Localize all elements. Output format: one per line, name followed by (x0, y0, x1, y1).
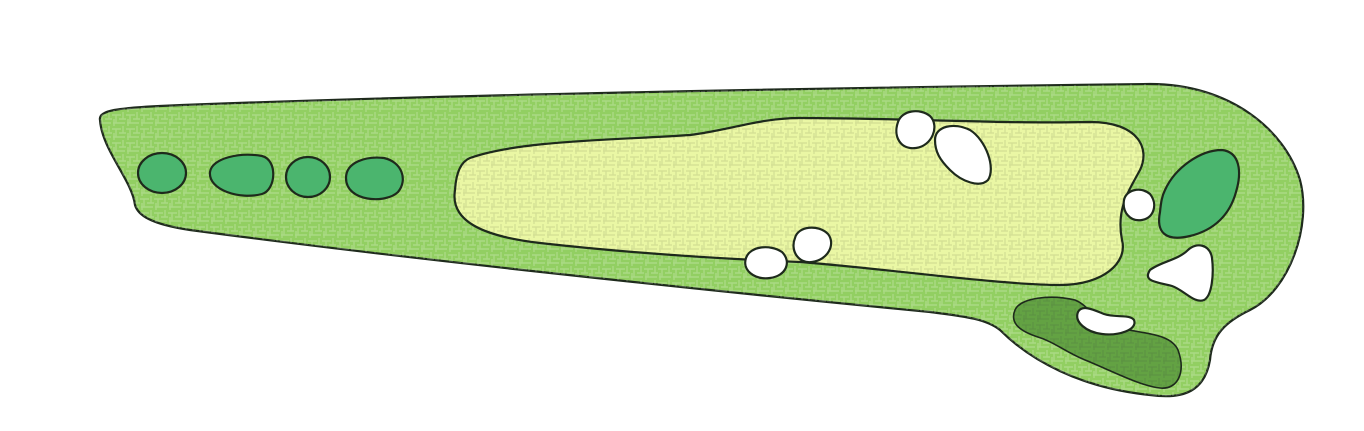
bunker-3 (792, 226, 833, 264)
tee-box-2 (208, 153, 275, 197)
bunker-5 (1122, 188, 1156, 222)
tee-box-4 (344, 156, 404, 201)
tee-box-3 (284, 155, 332, 199)
bunker-6 (1146, 244, 1214, 302)
tee-boxes (136, 151, 404, 201)
putting-green (1158, 148, 1241, 239)
bunker-7 (1076, 306, 1136, 336)
bunker-1 (895, 110, 936, 150)
bunker-2 (933, 124, 992, 185)
bunkers (744, 110, 1214, 336)
tee-box-1 (136, 151, 188, 195)
tree-area (1012, 296, 1182, 389)
bunker-4 (744, 246, 788, 280)
